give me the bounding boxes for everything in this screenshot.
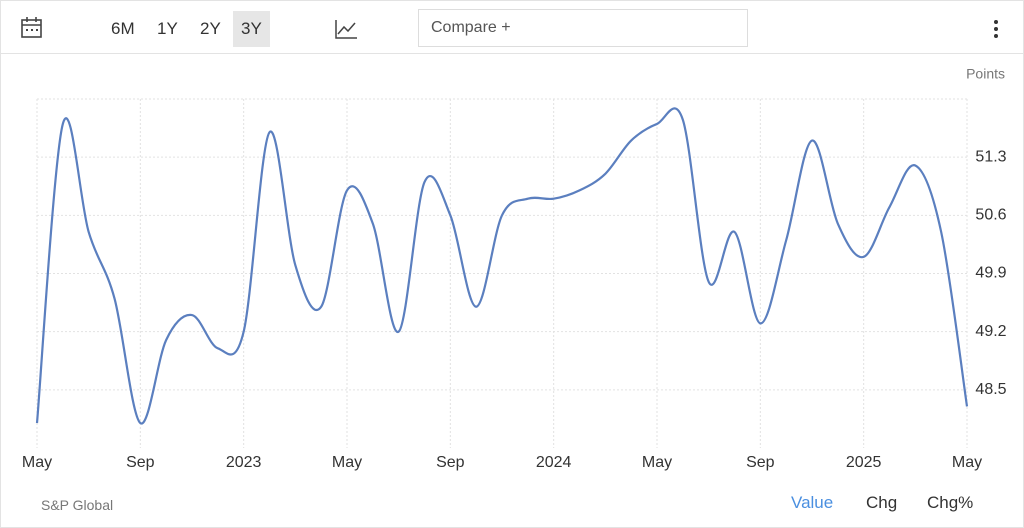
unit-label: Points	[966, 66, 1005, 82]
x-tick-label: Sep	[436, 454, 465, 471]
x-tick-label: May	[22, 454, 52, 471]
footer-tab[interactable]: Value	[791, 493, 834, 512]
range-button[interactable]: 6M	[111, 19, 135, 38]
y-tick-label: 51.3	[975, 148, 1006, 165]
x-tick-label: 2024	[536, 454, 572, 471]
x-tick-label: May	[332, 454, 362, 471]
x-tick-label: May	[952, 454, 982, 471]
x-tick-label: 2023	[226, 454, 262, 471]
x-tick-label: Sep	[746, 454, 775, 471]
toolbar: Compare + 6M 1Y 2Y 3Y	[1, 1, 1023, 54]
x-tick-label: 2025	[846, 454, 882, 471]
calendar-icon[interactable]	[21, 17, 43, 39]
range-button[interactable]: 3Y	[233, 11, 270, 47]
range-button[interactable]: 1Y	[157, 19, 178, 38]
range-button[interactable]: 2Y	[200, 19, 221, 38]
y-tick-label: 49.2	[975, 323, 1006, 340]
menu-icon[interactable]	[991, 19, 1001, 39]
x-tick-label: May	[642, 454, 672, 471]
chart-type-icon[interactable]	[334, 18, 358, 40]
x-tick-label: Sep	[126, 454, 155, 471]
y-tick-label: 48.5	[975, 381, 1006, 398]
data-line	[35, 107, 969, 425]
footer-tab[interactable]: Chg	[866, 493, 898, 512]
source: S&P Global	[41, 497, 114, 513]
footer: S&P Global Value Chg Chg%	[1, 491, 1023, 521]
y-tick-label: 50.6	[975, 207, 1006, 224]
y-tick-label: 49.9	[975, 265, 1006, 282]
compare-input[interactable]: Compare +	[418, 9, 748, 47]
chart: Points 48.5 49.2 49.9 50.6 51.3 May Sep 2023 May…	[22, 66, 1007, 472]
footer-tab[interactable]: Chg%	[927, 493, 974, 512]
